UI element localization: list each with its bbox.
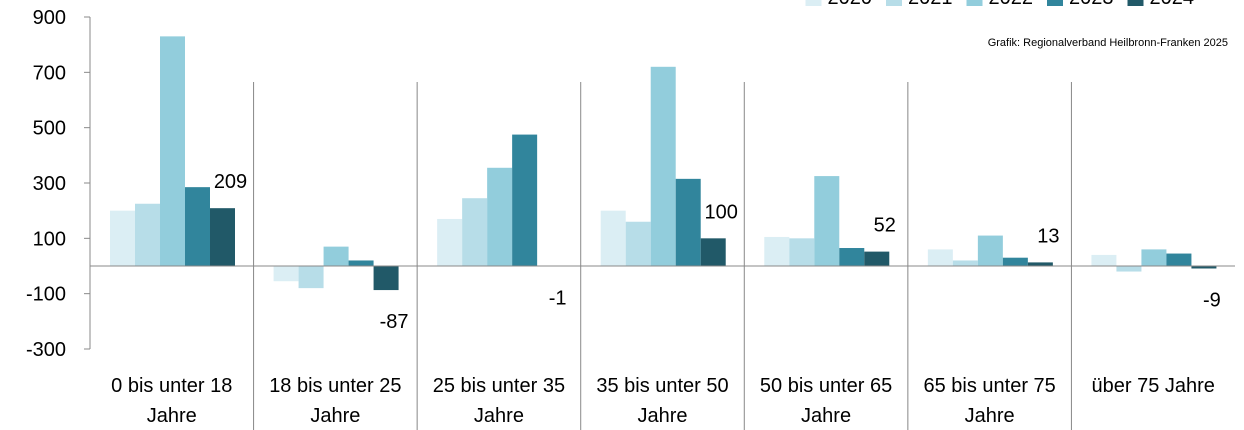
bar — [185, 187, 210, 266]
y-tick-label: 900 — [33, 7, 66, 29]
bar — [462, 198, 488, 266]
bar — [839, 248, 865, 266]
legend-label: 2023 — [1069, 0, 1114, 9]
bar — [298, 266, 324, 289]
x-tick-label: 0 bis unter 18 Jahre — [111, 375, 232, 427]
data-label: -87 — [380, 311, 409, 333]
y-tick-label: 700 — [33, 62, 66, 84]
bar — [512, 134, 538, 266]
bar — [700, 238, 726, 266]
legend-swatch — [1047, 0, 1063, 6]
bar — [650, 66, 676, 266]
x-tick-label: 50 bis unter 65 Jahre — [760, 375, 892, 427]
bar — [273, 266, 299, 282]
legend-label: 2020 — [828, 0, 873, 9]
bar — [952, 260, 978, 266]
bar — [1002, 257, 1028, 266]
bar — [348, 260, 374, 266]
bar — [625, 221, 651, 266]
bar — [1027, 262, 1053, 266]
bar — [1166, 253, 1192, 266]
legend-label: 2022 — [989, 0, 1034, 9]
legend-label: 2021 — [908, 0, 953, 9]
data-label: -9 — [1203, 289, 1221, 311]
y-tick-label: -100 — [26, 284, 66, 306]
bar — [110, 210, 135, 266]
bar — [373, 266, 399, 291]
bar — [977, 235, 1003, 266]
bar — [135, 203, 160, 266]
data-label: 209 — [214, 171, 247, 193]
legend-label: 2024 — [1150, 0, 1195, 9]
y-tick-label: -300 — [26, 339, 66, 361]
bar — [600, 210, 626, 266]
bar — [437, 218, 463, 266]
legend-swatch — [886, 0, 902, 6]
y-tick-label: 100 — [33, 228, 66, 250]
legend-swatch — [1127, 0, 1144, 6]
x-tick-label: über 75 Jahre — [1092, 375, 1215, 397]
x-tick-label: 35 bis unter 50 Jahre — [596, 375, 728, 427]
x-tick-label: 25 bis unter 35 Jahre — [433, 375, 565, 427]
data-label: -1 — [549, 287, 567, 309]
bar — [210, 208, 235, 266]
bar — [1116, 266, 1142, 272]
source-note: Grafik: Regionalverband Heilbronn-Franke… — [988, 37, 1228, 49]
y-tick-label: 300 — [33, 173, 66, 195]
bar — [323, 246, 349, 266]
legend-swatch — [805, 0, 822, 6]
bar — [160, 36, 185, 266]
bar — [675, 178, 701, 266]
bar — [764, 236, 790, 266]
data-label: 52 — [874, 215, 896, 237]
bar — [927, 249, 953, 266]
x-tick-label: 65 bis unter 75 Jahre — [923, 375, 1055, 427]
bar — [864, 251, 890, 266]
legend-swatch — [966, 0, 983, 6]
bar — [487, 167, 513, 266]
y-tick-label: 500 — [33, 118, 66, 140]
data-label: 13 — [1037, 225, 1059, 247]
data-label: 100 — [705, 201, 738, 223]
bar — [1141, 249, 1167, 266]
x-tick-label: 18 bis unter 25 Jahre — [269, 375, 401, 427]
bar — [1091, 254, 1117, 266]
bar — [1191, 266, 1217, 269]
bar — [814, 176, 840, 266]
bar — [789, 238, 815, 266]
